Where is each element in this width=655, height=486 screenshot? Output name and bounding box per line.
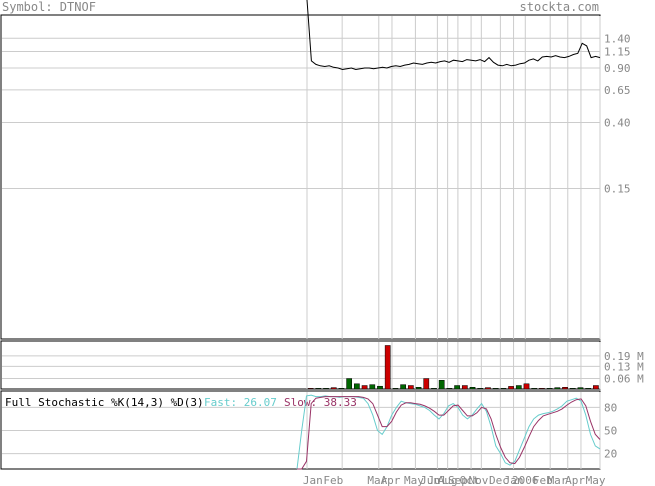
x-tick-label: Feb [323, 474, 343, 486]
y-tick-label: 80 [604, 401, 617, 414]
volume-bar [415, 387, 422, 390]
volume-bar [454, 385, 460, 390]
x-tick-label: Jul [427, 474, 447, 486]
y-tick-label: 1.15 [604, 46, 631, 59]
volume-bar [554, 387, 561, 390]
x-tick-label: Jan [303, 474, 323, 486]
volume-bar [315, 388, 322, 390]
price-panel: 1.401.15 0.90 0.65 0.40 0.15 [0, 0, 631, 340]
stochastic-title: Full Stochastic %K(14,3) %D(3) [5, 396, 204, 409]
volume-bar [562, 387, 568, 390]
volume-bar [400, 384, 406, 390]
x-tick-label: Dec [489, 474, 509, 486]
volume-bar [531, 388, 538, 390]
volume-bar [461, 385, 468, 390]
x-tick-label: May [404, 474, 424, 486]
price-panel-frame [0, 14, 601, 340]
x-tick-label: Jun [420, 474, 440, 486]
y-tick-label: 0.90 [604, 62, 631, 75]
volume-bar [307, 388, 314, 390]
volume-bar [377, 385, 383, 390]
slow-label: Slow: 38.33 [284, 396, 357, 409]
volume-bar [585, 388, 592, 390]
volume-bar [346, 378, 353, 390]
x-tick-label: Mar [548, 474, 568, 486]
volume-panel: 0.19 M0.13 M0.06 M [0, 340, 644, 390]
x-tick-label: Aug [438, 474, 458, 486]
volume-bar [523, 383, 530, 390]
volume-bar [431, 388, 437, 390]
volume-bar [485, 387, 491, 390]
volume-bar [515, 385, 522, 390]
volume-bar [354, 383, 360, 390]
y-tick-label: 0.19 M [604, 350, 644, 363]
volume-bar [577, 387, 584, 390]
y-tick-label: 0.06 M [604, 373, 644, 386]
x-tick-label: Apr [565, 474, 585, 486]
volume-bar [384, 345, 391, 390]
volume-bar [546, 388, 553, 390]
stochastic-panel: 80 50 20 Full Stochastic %K(14,3) %D(3) Fa… [0, 390, 617, 470]
price-line [306, 0, 601, 71]
volume-bar [446, 388, 453, 390]
source-label: stockta.com [520, 0, 599, 14]
volume-bar [369, 384, 376, 390]
volume-bar [539, 388, 545, 390]
volume-bar [423, 378, 430, 390]
x-tick-label: Sep [448, 474, 468, 486]
x-tick-label: Oct [460, 474, 480, 486]
volume-bar [392, 388, 399, 390]
volume-bar [338, 388, 345, 390]
volume-bar [569, 388, 576, 390]
y-tick-label: 0.65 [604, 84, 631, 97]
x-tick-label: Mar [367, 474, 387, 486]
volume-panel-frame [0, 340, 601, 390]
y-tick-label: 50 [604, 425, 617, 438]
volume-bar [593, 385, 599, 390]
symbol-label: Symbol: DTNOF [2, 0, 96, 14]
y-tick-label: 0.40 [604, 117, 631, 130]
y-tick-label: 1.40 [604, 32, 631, 45]
y-tick-label: 0.13 M [604, 360, 644, 373]
volume-bar [492, 388, 499, 390]
x-tick-label: 2006 [512, 474, 539, 486]
volume-bar [469, 387, 476, 390]
volume-bar [438, 380, 445, 390]
volume-bar [477, 388, 484, 390]
x-tick-label: Jan [504, 474, 524, 486]
x-tick-label: Apr [381, 474, 401, 486]
x-tick-label: Nov [468, 474, 488, 486]
volume-bar [330, 387, 337, 390]
y-tick-label: 20 [604, 448, 617, 461]
x-tick-label: May [586, 474, 606, 486]
fast-label: Fast: 26.07 [204, 396, 277, 409]
volume-bar [407, 385, 414, 390]
volume-bar [508, 386, 514, 390]
y-tick-label: 0.15 [604, 182, 631, 195]
volume-bar [500, 388, 507, 390]
volume-bar [361, 385, 368, 390]
volume-bar [323, 388, 329, 390]
x-tick-label: Feb [533, 474, 553, 486]
slow-line [297, 396, 601, 470]
